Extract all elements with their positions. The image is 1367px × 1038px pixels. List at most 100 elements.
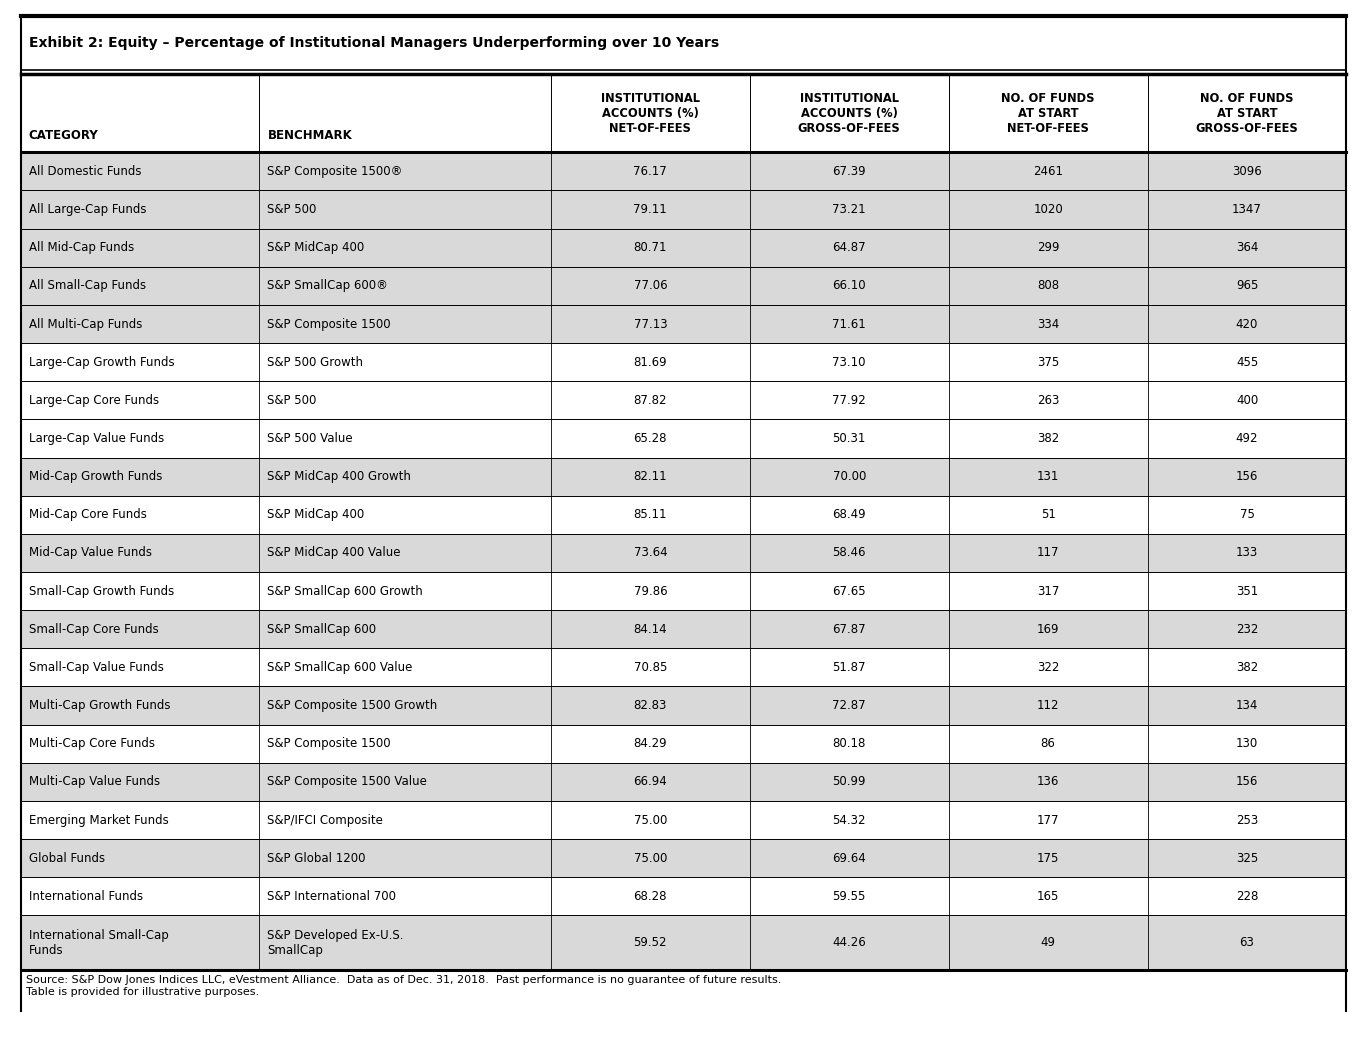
Bar [21,419,1346,458]
Text: S&P 500: S&P 500 [268,393,317,407]
Text: Mid-Cap Core Funds: Mid-Cap Core Funds [29,509,146,521]
Text: 65.28: 65.28 [633,432,667,445]
Bar [21,916,1346,969]
Text: 364: 364 [1236,241,1258,254]
Text: 79.11: 79.11 [633,203,667,216]
Bar [21,153,1346,190]
Text: 156: 156 [1236,775,1258,788]
Text: S&P MidCap 400 Value: S&P MidCap 400 Value [268,546,401,559]
Text: All Large-Cap Funds: All Large-Cap Funds [29,203,146,216]
Text: S&P International 700: S&P International 700 [268,890,396,903]
Text: 67.87: 67.87 [833,623,867,635]
Text: 51.87: 51.87 [833,661,867,674]
Text: 67.39: 67.39 [833,165,867,177]
Text: Source: S&P Dow Jones Indices LLC, eVestment Alliance.  Data as of Dec. 31, 2018: Source: S&P Dow Jones Indices LLC, eVest… [26,975,782,996]
Text: 77.13: 77.13 [633,318,667,330]
Bar [21,534,1346,572]
Bar [21,381,1346,419]
Text: 81.69: 81.69 [633,356,667,368]
Text: S&P Composite 1500 Value: S&P Composite 1500 Value [268,775,428,788]
Bar [21,572,1346,610]
Text: S&P Global 1200: S&P Global 1200 [268,851,366,865]
Text: Small-Cap Value Funds: Small-Cap Value Funds [29,661,164,674]
Text: 64.87: 64.87 [833,241,867,254]
Text: S&P MidCap 400 Growth: S&P MidCap 400 Growth [268,470,411,483]
Text: 131: 131 [1038,470,1059,483]
Text: 82.11: 82.11 [633,470,667,483]
Text: INSTITUTIONAL
ACCOUNTS (%)
GROSS-OF-FEES: INSTITUTIONAL ACCOUNTS (%) GROSS-OF-FEES [798,91,901,135]
Text: Large-Cap Growth Funds: Large-Cap Growth Funds [29,356,175,368]
Text: Small-Cap Core Funds: Small-Cap Core Funds [29,623,159,635]
Text: S&P Composite 1500®: S&P Composite 1500® [268,165,403,177]
Text: Emerging Market Funds: Emerging Market Funds [29,814,168,826]
Text: 63: 63 [1240,936,1255,949]
Text: BENCHMARK: BENCHMARK [268,129,353,142]
Text: 77.06: 77.06 [633,279,667,293]
Text: Multi-Cap Core Funds: Multi-Cap Core Funds [29,737,154,750]
Text: 80.71: 80.71 [633,241,667,254]
Bar [21,763,1346,801]
Bar [21,305,1346,344]
Text: 232: 232 [1236,623,1258,635]
Text: 50.31: 50.31 [833,432,865,445]
Bar [21,686,1346,725]
Text: 80.18: 80.18 [833,737,865,750]
Text: 75: 75 [1240,509,1255,521]
Text: 253: 253 [1236,814,1258,826]
Text: 175: 175 [1038,851,1059,865]
Text: 228: 228 [1236,890,1258,903]
Text: 54.32: 54.32 [833,814,867,826]
Text: 51: 51 [1040,509,1055,521]
Text: 86: 86 [1040,737,1055,750]
Text: INSTITUTIONAL
ACCOUNTS (%)
NET-OF-FEES: INSTITUTIONAL ACCOUNTS (%) NET-OF-FEES [601,91,700,135]
Text: 59.55: 59.55 [833,890,865,903]
Text: 134: 134 [1236,699,1258,712]
Text: S&P SmallCap 600 Growth: S&P SmallCap 600 Growth [268,584,424,598]
Text: 58.46: 58.46 [833,546,867,559]
Text: All Small-Cap Funds: All Small-Cap Funds [29,279,146,293]
Text: 68.49: 68.49 [833,509,867,521]
Text: 73.10: 73.10 [833,356,867,368]
Text: 70.85: 70.85 [634,661,667,674]
Text: S&P Composite 1500: S&P Composite 1500 [268,318,391,330]
Text: 177: 177 [1038,814,1059,826]
Bar [21,649,1346,686]
Text: 70.00: 70.00 [833,470,865,483]
Text: S&P Composite 1500: S&P Composite 1500 [268,737,391,750]
Text: S&P Composite 1500 Growth: S&P Composite 1500 Growth [268,699,437,712]
Text: 808: 808 [1038,279,1059,293]
Text: 87.82: 87.82 [633,393,667,407]
Text: 71.61: 71.61 [833,318,867,330]
Text: 76.17: 76.17 [633,165,667,177]
Text: Mid-Cap Growth Funds: Mid-Cap Growth Funds [29,470,163,483]
Text: All Domestic Funds: All Domestic Funds [29,165,141,177]
Text: 375: 375 [1038,356,1059,368]
Text: 1020: 1020 [1033,203,1064,216]
Text: 44.26: 44.26 [833,936,867,949]
Bar [21,267,1346,305]
Text: 156: 156 [1236,470,1258,483]
Text: 68.28: 68.28 [633,890,667,903]
Text: 133: 133 [1236,546,1258,559]
Bar [21,344,1346,381]
Bar [21,16,1346,70]
Text: All Multi-Cap Funds: All Multi-Cap Funds [29,318,142,330]
Text: 455: 455 [1236,356,1258,368]
Bar [21,877,1346,916]
Text: 50.99: 50.99 [833,775,867,788]
Text: 59.52: 59.52 [633,936,667,949]
Text: 79.86: 79.86 [633,584,667,598]
Text: 492: 492 [1236,432,1258,445]
Text: 73.64: 73.64 [633,546,667,559]
Text: 169: 169 [1038,623,1059,635]
Text: 66.10: 66.10 [833,279,867,293]
Text: 85.11: 85.11 [633,509,667,521]
Text: 263: 263 [1038,393,1059,407]
Bar [21,610,1346,649]
Text: 382: 382 [1038,432,1059,445]
Text: Large-Cap Core Funds: Large-Cap Core Funds [29,393,159,407]
Bar [21,190,1346,228]
Text: 75.00: 75.00 [634,814,667,826]
Text: 112: 112 [1038,699,1059,712]
Text: International Small-Cap
Funds: International Small-Cap Funds [29,929,168,957]
